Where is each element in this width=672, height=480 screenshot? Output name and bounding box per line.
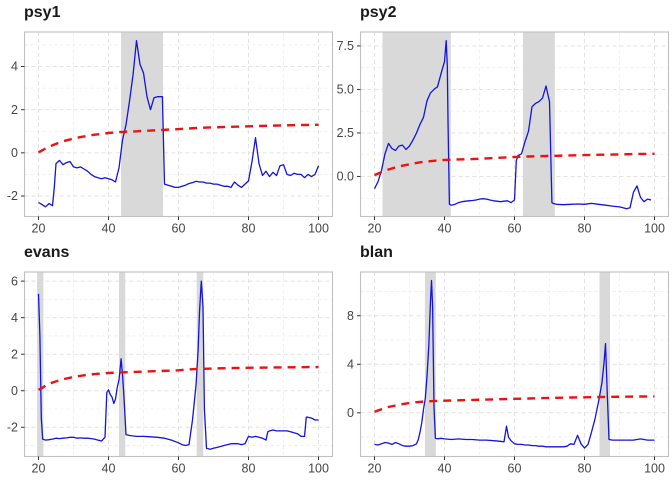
y-tick-label: 8 bbox=[347, 309, 354, 323]
y-tick-label: 4 bbox=[347, 357, 354, 371]
x-tick-label: 40 bbox=[438, 462, 452, 476]
y-tick-label: 6 bbox=[11, 274, 18, 288]
y-tick-label: 0 bbox=[11, 384, 18, 398]
y-tick-label: 0 bbox=[347, 406, 354, 420]
y-tick-label: -2 bbox=[7, 189, 18, 203]
y-tick-label: 0.0 bbox=[337, 170, 354, 184]
y-tick-label: -2 bbox=[7, 420, 18, 434]
y-tick-label: 4 bbox=[11, 60, 18, 74]
x-tick-label: 100 bbox=[644, 222, 665, 236]
y-tick-label: 4 bbox=[11, 311, 18, 325]
x-tick-label: 60 bbox=[508, 462, 522, 476]
y-tick-label: 2 bbox=[11, 103, 18, 117]
red-dashed-line bbox=[374, 152, 655, 177]
x-tick-label: 100 bbox=[308, 462, 329, 476]
x-tick-label: 40 bbox=[102, 222, 116, 236]
x-tick-label: 60 bbox=[508, 222, 522, 236]
x-tick-label: 100 bbox=[644, 462, 665, 476]
red-dashed-line bbox=[37, 123, 319, 154]
plot-area-psy1: 20 40 60 80 100 -2 0 2 4 bbox=[7, 31, 334, 236]
x-tick-label: 80 bbox=[242, 222, 256, 236]
shaded-band bbox=[382, 32, 451, 217]
blue-series-line bbox=[373, 40, 652, 210]
x-tick-label: 20 bbox=[368, 222, 382, 236]
x-tick-label: 60 bbox=[172, 462, 186, 476]
panel-evans: evans 20 40 60 80 100 -2 0 2 4 6 bbox=[0, 240, 336, 480]
shaded-band bbox=[599, 272, 610, 457]
plot-area-blan: 20 40 60 80 100 0 4 8 bbox=[347, 271, 670, 476]
x-tick-label: 100 bbox=[308, 222, 329, 236]
red-dashed-line bbox=[374, 395, 655, 413]
y-tick-label: 2.5 bbox=[337, 126, 354, 140]
y-tick-label: 2 bbox=[11, 347, 18, 361]
x-tick-label: 80 bbox=[242, 462, 256, 476]
blue-series-line bbox=[38, 39, 320, 208]
panel-blan: blan 20 40 60 80 100 0 4 8 bbox=[336, 240, 672, 480]
panel-title: psy1 bbox=[24, 4, 61, 21]
blue-series-line bbox=[37, 280, 319, 450]
y-tick-label: 5.0 bbox=[337, 83, 354, 97]
y-tick-label: 7.5 bbox=[337, 39, 354, 53]
shaded-band bbox=[121, 32, 164, 217]
x-tick-label: 40 bbox=[102, 462, 116, 476]
x-tick-label: 60 bbox=[172, 222, 186, 236]
red-dashed-line bbox=[37, 365, 319, 391]
shaded-band bbox=[424, 272, 436, 457]
plot-area-psy2: 20 40 60 80 100 0.0 2.5 5.0 7.5 bbox=[337, 31, 670, 236]
panel-title: psy2 bbox=[360, 4, 397, 21]
panel-title: evans bbox=[24, 244, 70, 261]
x-tick-label: 20 bbox=[32, 462, 46, 476]
x-tick-label: 40 bbox=[438, 222, 452, 236]
x-tick-label: 20 bbox=[368, 462, 382, 476]
x-tick-label: 80 bbox=[578, 462, 592, 476]
panel-title: blan bbox=[360, 244, 393, 261]
y-tick-label: 0 bbox=[11, 146, 18, 160]
shaded-band bbox=[196, 272, 204, 457]
x-tick-label: 80 bbox=[578, 222, 592, 236]
blue-series-line bbox=[374, 279, 655, 449]
panel-psy2: psy2 20 40 60 80 100 0.0 2.5 5.0 7.5 bbox=[336, 0, 672, 240]
plot-area-evans: 20 40 60 80 100 -2 0 2 4 6 bbox=[7, 271, 334, 476]
panel-psy1: psy1 20 40 60 80 100 -2 0 2 4 bbox=[0, 0, 336, 240]
x-tick-label: 20 bbox=[32, 222, 46, 236]
